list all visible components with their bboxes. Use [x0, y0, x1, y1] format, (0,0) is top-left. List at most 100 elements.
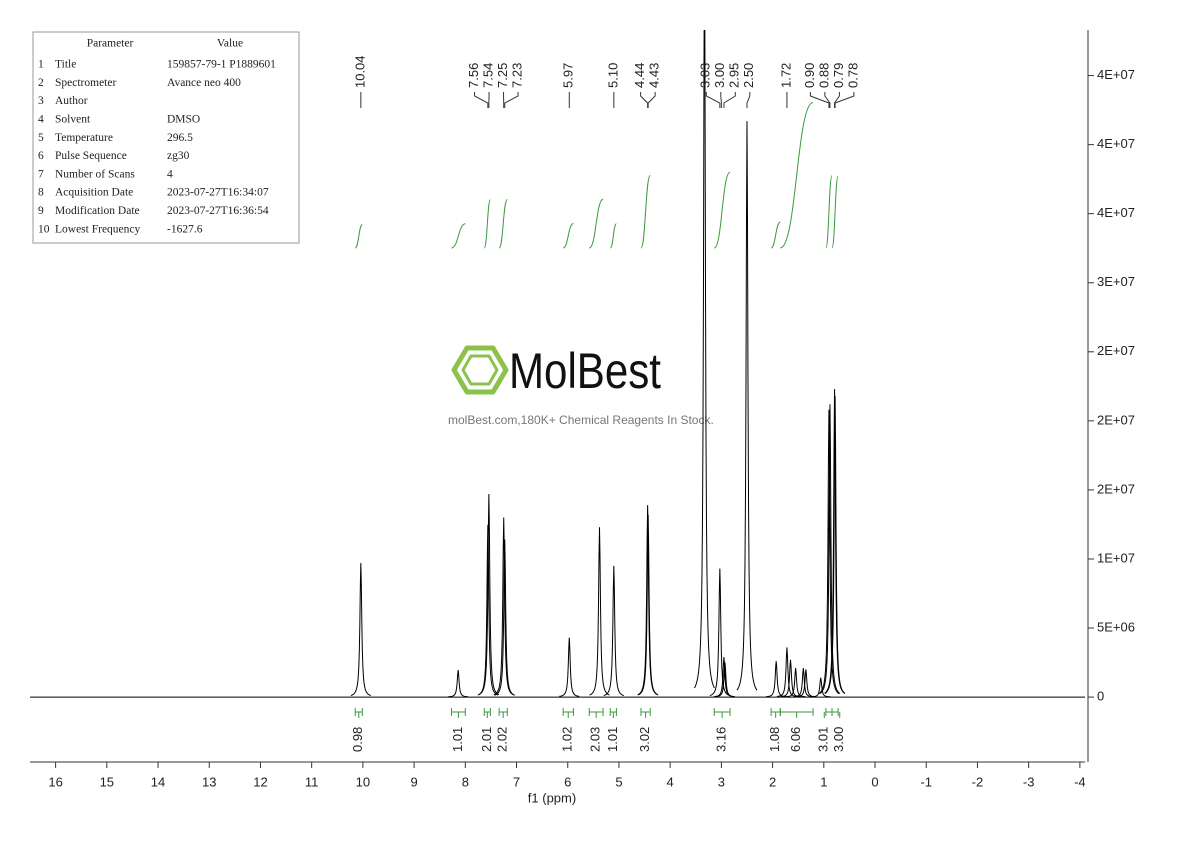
parameter-name: Modification Date — [55, 205, 140, 217]
row-number: 3 — [38, 95, 44, 107]
x-tick-label: 13 — [202, 774, 216, 789]
peak-label: 0.90 — [802, 63, 817, 88]
peak — [603, 565, 624, 696]
peak — [810, 677, 831, 698]
integral-label: 2.02 — [495, 727, 510, 752]
parameter-name: Pulse Sequence — [55, 150, 127, 162]
peak — [350, 562, 372, 696]
parameter-value: 2023-07-27T16:34:07 — [167, 187, 269, 199]
peak-label-leader — [647, 92, 656, 108]
integral-label: 3.16 — [714, 727, 729, 752]
parameter-name: Number of Scans — [55, 168, 135, 180]
x-tick-label: 9 — [410, 774, 417, 789]
peak — [709, 568, 731, 697]
parameter-table-frame — [32, 31, 300, 244]
peak — [589, 527, 610, 696]
y-tick-label: 5E+06 — [1097, 619, 1135, 634]
integral-bracket — [831, 708, 841, 718]
integral-curve — [831, 175, 839, 249]
y-tick-label: 4E+07 — [1097, 136, 1135, 151]
row-number: 8 — [38, 187, 44, 199]
peak-label: 2.95 — [727, 63, 742, 88]
integral-curve — [825, 175, 833, 249]
row-number: 5 — [38, 132, 44, 144]
integral-bracket — [354, 708, 363, 718]
integral-label: 3.01 — [816, 727, 831, 752]
parameter-value: DMSO — [167, 114, 200, 126]
x-tick-label: 3 — [718, 774, 725, 789]
peak — [494, 539, 515, 696]
integral-bracket — [823, 708, 833, 718]
x-tick-label: 10 — [356, 774, 370, 789]
peak-label-leader — [723, 92, 736, 108]
y-tick-label: 1E+07 — [1097, 550, 1135, 565]
integral-bracket — [483, 708, 491, 718]
parameter-name: Acquisition Date — [55, 187, 133, 199]
integral-curve — [640, 175, 651, 249]
integral-bracket — [588, 708, 604, 718]
x-tick-label: -1 — [920, 774, 932, 789]
row-number: 1 — [38, 59, 44, 71]
peak-label: 7.56 — [466, 63, 481, 88]
parameter-name: Spectrometer — [55, 77, 116, 89]
table-header: Parameter — [87, 38, 134, 50]
integral-bracket — [562, 708, 574, 718]
peak-label: 4.44 — [632, 63, 647, 88]
integral-curve — [451, 223, 466, 249]
watermark: MolBest molBest.com,180K+ Chemical Reage… — [448, 343, 714, 427]
peak-label: 1.72 — [778, 63, 793, 88]
peak-label-leader — [834, 92, 840, 108]
parameter-value: -1627.6 — [167, 223, 203, 235]
peak — [776, 647, 797, 697]
y-tick-label: 2E+07 — [1097, 412, 1135, 427]
integral-bracket — [779, 708, 814, 718]
peak-label: 0.78 — [845, 63, 860, 88]
peak — [824, 395, 846, 694]
peak-label: 3.03 — [698, 63, 713, 88]
peak-label-leader — [705, 92, 721, 108]
integral-label: 3.02 — [637, 727, 652, 752]
peak — [694, 30, 715, 689]
x-tick-label: 14 — [151, 774, 165, 789]
peak-label-leader — [504, 92, 519, 108]
integral-label: 3.00 — [831, 727, 846, 752]
integral-label: 2.03 — [588, 727, 603, 752]
parameter-name: Author — [55, 95, 88, 107]
integral-bracket — [713, 708, 731, 718]
x-axis-label: f1 (ppm) — [528, 790, 576, 805]
integral-curve — [562, 223, 574, 249]
integral-bracket — [498, 708, 508, 718]
integral-curve — [780, 102, 814, 249]
x-tick-label: 4 — [667, 774, 674, 789]
y-tick-label: 4E+07 — [1097, 205, 1135, 220]
integral-curve — [609, 223, 617, 249]
peak-label: 5.97 — [561, 63, 576, 88]
peak — [448, 669, 469, 698]
y-tick-label: 2E+07 — [1097, 481, 1135, 496]
row-number: 4 — [38, 114, 44, 126]
x-tick-label: 12 — [253, 774, 267, 789]
peak-label-leader — [746, 92, 751, 108]
peak-label: 0.79 — [831, 63, 846, 88]
integral-curve — [498, 199, 508, 249]
peak — [819, 404, 841, 694]
integral-label: 1.02 — [560, 727, 575, 752]
peak-label-leader — [474, 92, 489, 108]
x-tick-label: 8 — [462, 774, 469, 789]
peak-label: 7.54 — [480, 63, 495, 88]
logo-hexagon — [451, 345, 509, 395]
logo-ring — [461, 354, 499, 386]
brand: MolBest — [509, 343, 661, 399]
peak-label: 7.23 — [509, 63, 524, 88]
x-tick-label: 11 — [305, 774, 319, 789]
peak — [559, 637, 580, 697]
x-tick-label: 7 — [513, 774, 520, 789]
table-header: Value — [217, 38, 243, 50]
integral-label: 1.08 — [767, 727, 782, 752]
parameter-name: Temperature — [55, 132, 113, 144]
peak-label-leader — [809, 92, 830, 108]
integral-label: 1.01 — [605, 727, 620, 752]
spectrum — [30, 30, 1085, 698]
x-tick-label: -3 — [1023, 774, 1035, 789]
